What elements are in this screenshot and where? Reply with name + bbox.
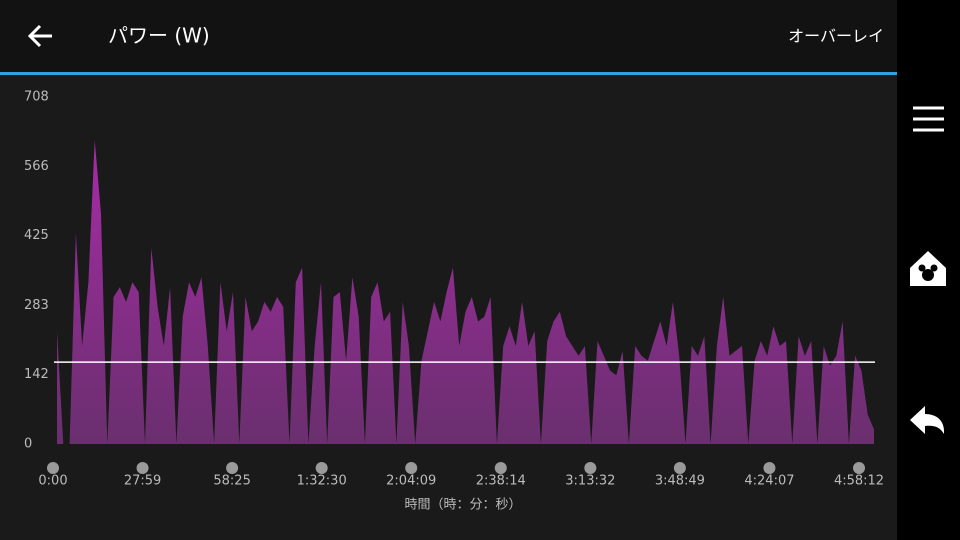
x-tick-dot xyxy=(763,462,776,474)
x-tick-label: 4:58:12 xyxy=(834,474,884,489)
plot: 0 142 283 425 566 708 0:00 27:59 58:25 1:32:30 2:0… xyxy=(24,90,884,513)
x-tick-label: 2:38:14 xyxy=(476,474,526,489)
x-tick-dot xyxy=(405,462,418,474)
x-tick-dot xyxy=(853,462,865,474)
x-tick-dot xyxy=(315,462,328,474)
y-tick-label: 566 xyxy=(24,159,49,174)
y-tick-label: 425 xyxy=(24,228,49,243)
x-tick-label: 2:04:09 xyxy=(386,474,436,489)
y-tick-label: 0 xyxy=(24,437,32,452)
menu-button[interactable] xyxy=(913,106,944,132)
y-tick-label: 283 xyxy=(24,298,49,313)
power-area xyxy=(57,140,874,444)
x-tick-dot xyxy=(584,462,597,474)
x-tick-label: 58:25 xyxy=(213,474,250,489)
x-tick-label: 3:48:49 xyxy=(655,474,705,489)
overlay-button[interactable]: オーバーレイ xyxy=(788,27,884,46)
x-tick-dot xyxy=(494,462,507,474)
x-tick-label: 3:13:32 xyxy=(565,474,615,489)
x-tick-label: 4:24:07 xyxy=(744,474,794,489)
x-tick-label: 1:32:30 xyxy=(297,474,347,489)
x-tick-dot xyxy=(47,462,59,474)
header-bar xyxy=(0,0,897,72)
header-accent xyxy=(0,72,897,75)
return-button[interactable] xyxy=(910,406,945,434)
home-button[interactable] xyxy=(910,251,946,286)
x-tick-dot xyxy=(226,462,239,474)
x-tick-dot xyxy=(136,462,149,474)
x-tick-label: 27:59 xyxy=(124,474,161,489)
back-button[interactable] xyxy=(27,24,52,48)
y-tick-label: 708 xyxy=(24,90,49,105)
x-tick-dot xyxy=(673,462,686,474)
header-title: パワー (W) xyxy=(108,24,210,48)
y-tick-label: 142 xyxy=(24,367,49,382)
x-axis-label: 時間（時：分：秒） xyxy=(404,498,521,513)
x-tick-label: 0:00 xyxy=(38,474,67,489)
